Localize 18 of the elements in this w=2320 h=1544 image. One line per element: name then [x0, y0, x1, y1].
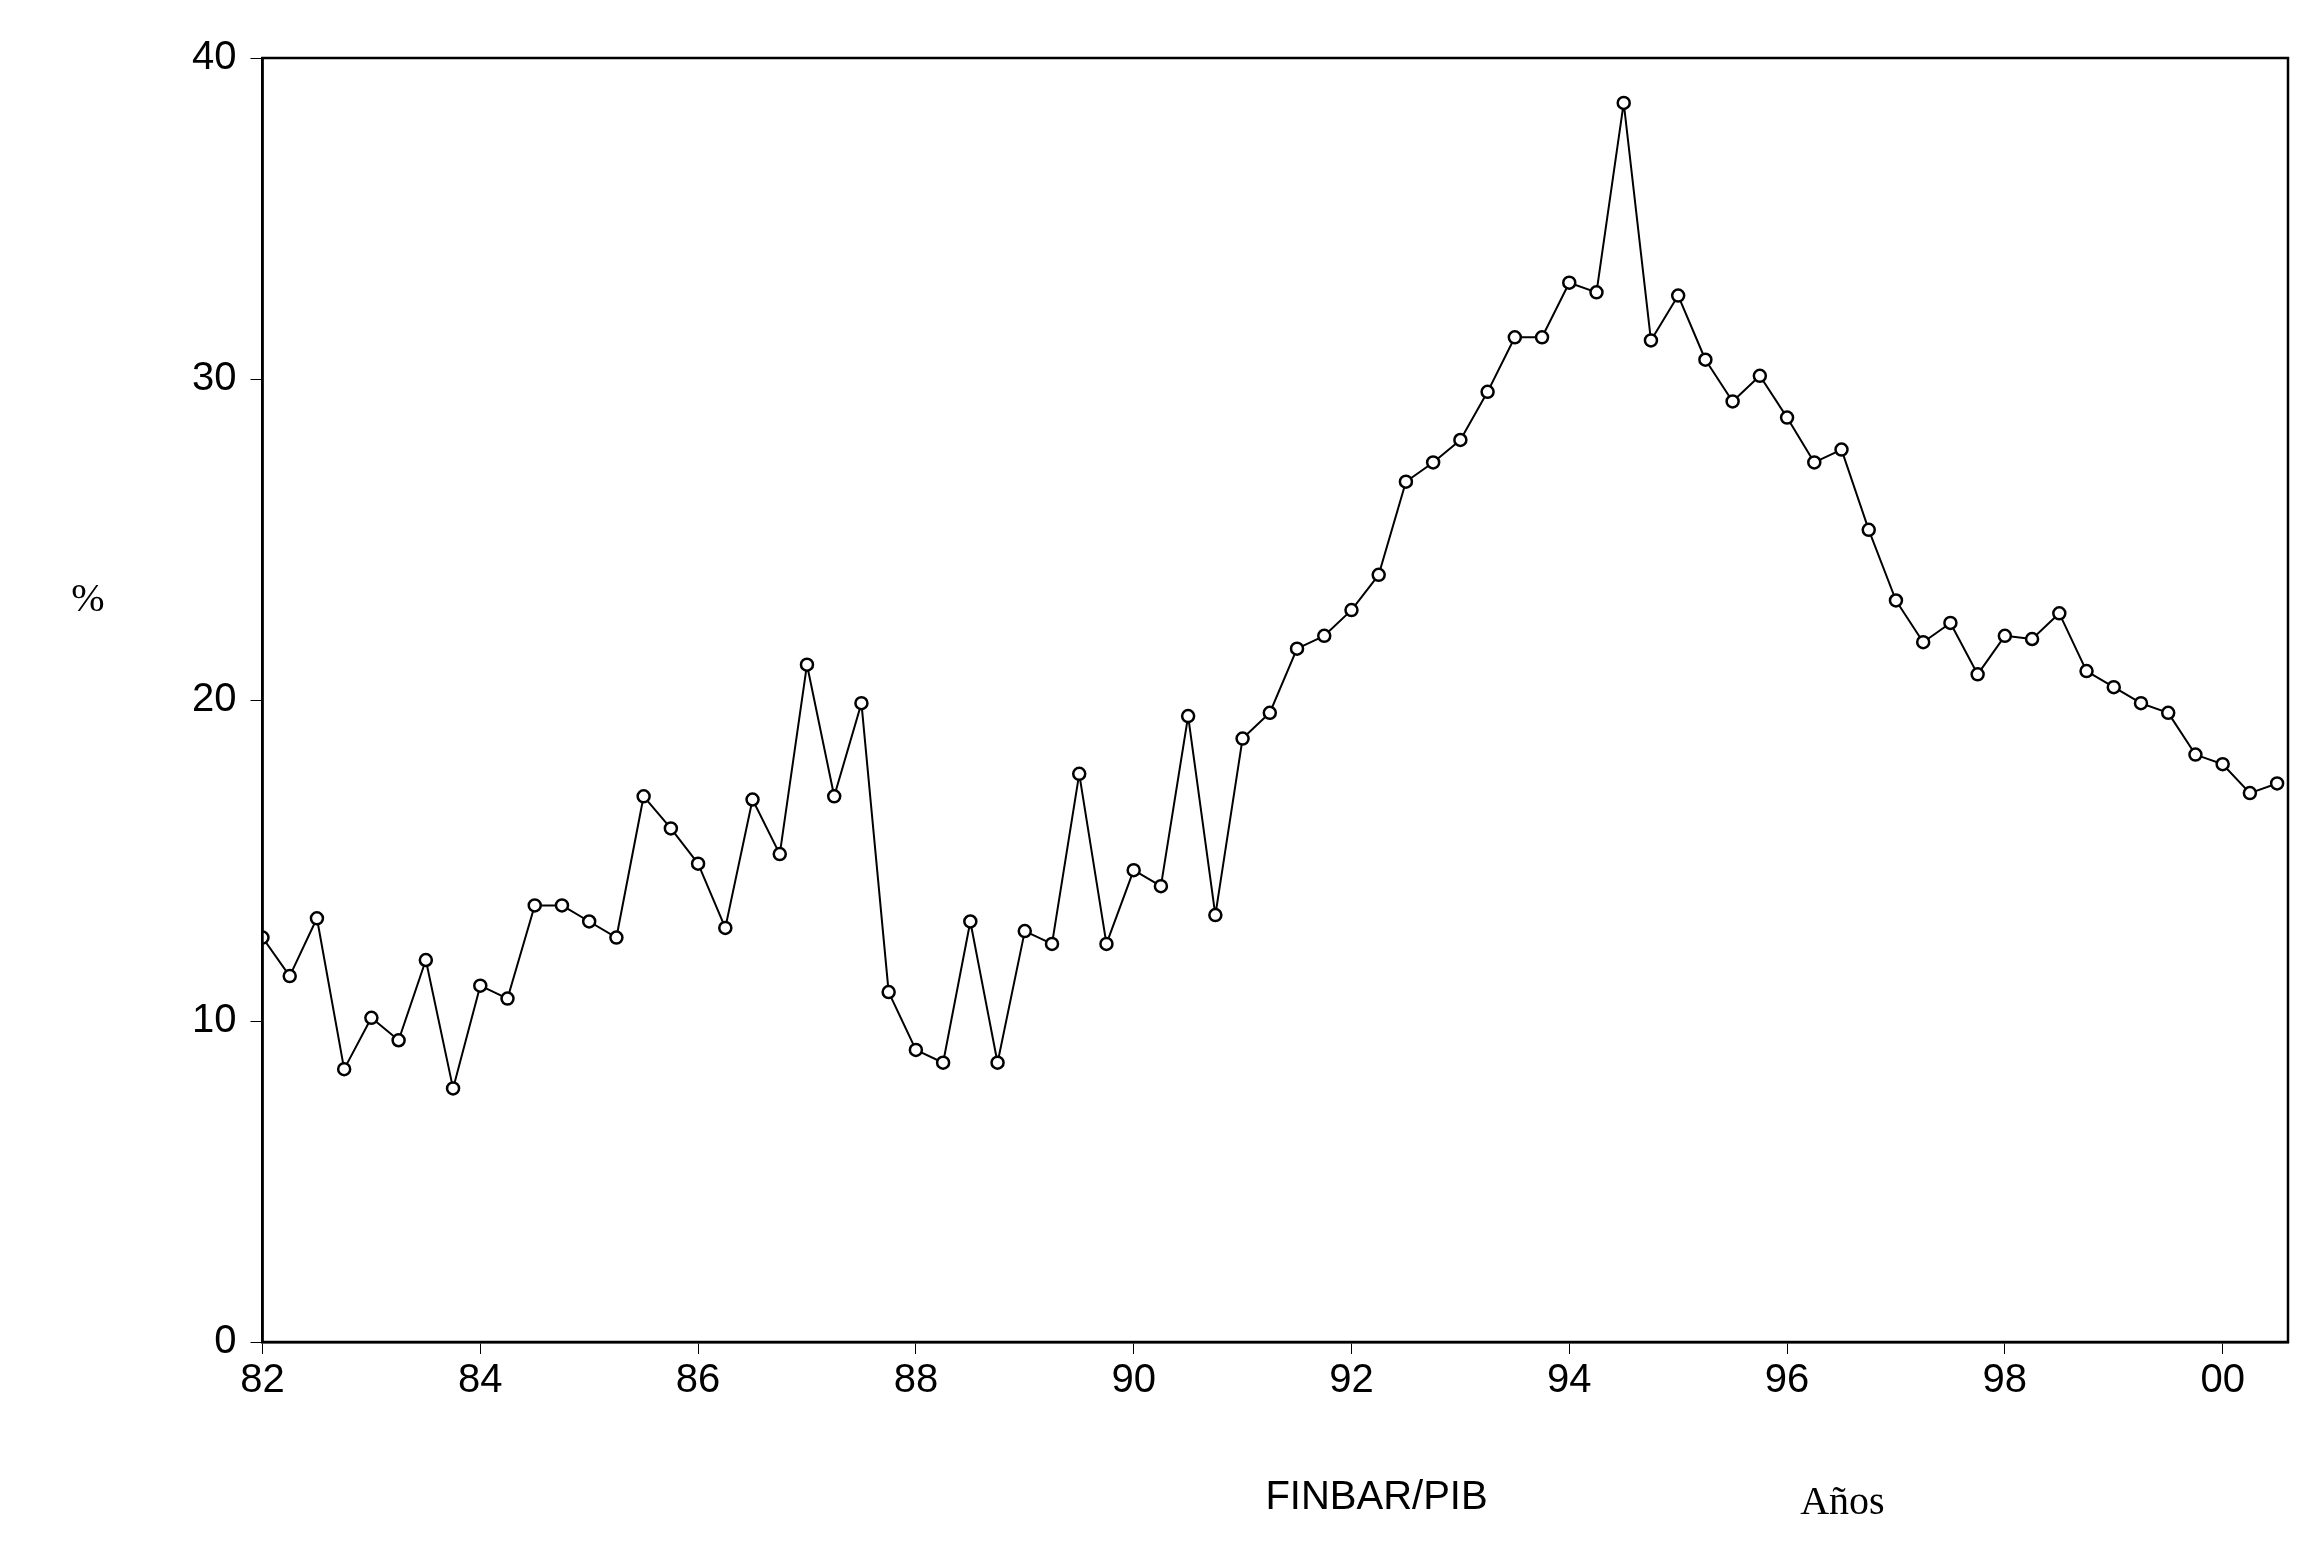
- y-axis-title: %: [71, 574, 105, 620]
- x-tick-label: 84: [458, 1356, 503, 1401]
- x-tick-label: 96: [1764, 1356, 1810, 1401]
- x-tick-label: 98: [1982, 1356, 2028, 1401]
- x-tick-label: 82: [240, 1356, 285, 1401]
- x-tick-label: 94: [1547, 1356, 1592, 1401]
- x-axis-title: Años: [1800, 1477, 1885, 1523]
- x-tick-label: 00: [2200, 1356, 2245, 1401]
- x-tick-label: 92: [1329, 1356, 1374, 1401]
- y-tick-label: 40: [191, 33, 237, 78]
- x-tick-label: 90: [1111, 1356, 1156, 1401]
- text: FINBAR/PIB: [1265, 1473, 1488, 1518]
- x-tick-label: 88: [893, 1356, 939, 1401]
- y-tick-label: 30: [191, 354, 237, 399]
- y-tick-label: 0: [214, 1317, 237, 1362]
- y-tick-label: 20: [191, 675, 237, 720]
- y-tick-label: 10: [191, 996, 237, 1041]
- x-tick-label: 86: [675, 1356, 721, 1401]
